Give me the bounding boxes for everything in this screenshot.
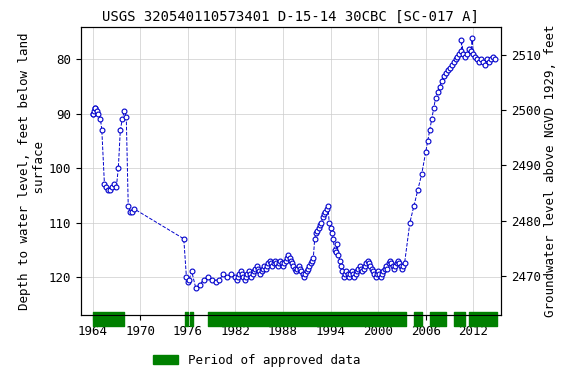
Legend: Period of approved data: Period of approved data (149, 349, 366, 372)
Y-axis label: Groundwater level above NGVD 1929, feet: Groundwater level above NGVD 1929, feet (544, 25, 556, 317)
Title: USGS 320540110573401 D-15-14 30CBC [SC-017 A]: USGS 320540110573401 D-15-14 30CBC [SC-0… (103, 10, 479, 24)
Y-axis label: Depth to water level, feet below land
 surface: Depth to water level, feet below land su… (18, 32, 46, 310)
